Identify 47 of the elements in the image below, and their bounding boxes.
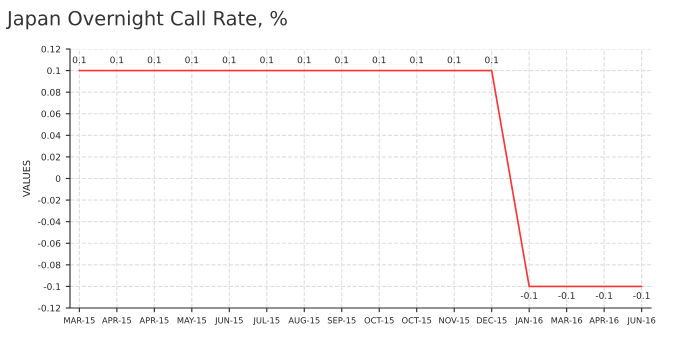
x-tick-label: NOV-15 — [439, 317, 470, 324]
y-tick-label: -0.04 — [38, 218, 60, 226]
y-tick-label: -0.06 — [38, 240, 60, 247]
data-label: 0.1 — [110, 56, 124, 64]
y-tick-label: -0.08 — [38, 262, 60, 268]
x-tick-label: DEC-15 — [476, 317, 507, 324]
data-label: 0.1 — [448, 56, 461, 64]
data-label: 0.1 — [485, 56, 498, 64]
y-tick-label: 0 — [56, 175, 60, 182]
y-tick-label: 0.1 — [47, 67, 60, 74]
x-tick-label: JUN-16 — [626, 317, 656, 326]
y-tick-label: -0.12 — [38, 304, 60, 312]
y-tick-label: -0.02 — [38, 196, 60, 204]
y-tick-label: 0.08 — [41, 88, 60, 96]
y-tick-label: 0.06 — [41, 110, 60, 118]
data-label: -0.1 — [633, 292, 650, 299]
x-tick-label: MAR-16 — [552, 317, 582, 324]
data-label: 0.1 — [298, 56, 311, 64]
x-tick-label: OCT-15 — [402, 317, 432, 324]
x-tick-label: JUN-15 — [214, 317, 243, 326]
data-label: 0.1 — [185, 56, 198, 64]
data-label: 0.1 — [410, 56, 424, 64]
x-tick-label: SEP-15 — [328, 317, 356, 324]
data-label: -0.1 — [558, 292, 575, 299]
y-tick-label: -0.1 — [44, 283, 60, 290]
chart-title: Japan Overnight Call Rate, % — [6, 10, 287, 30]
y-tick-label: 0.02 — [41, 154, 60, 160]
data-label: 0.1 — [335, 56, 348, 64]
y-tick-label: 0.04 — [41, 132, 60, 139]
data-label: -0.1 — [520, 292, 538, 299]
x-tick-label: AUG-15 — [288, 317, 320, 324]
x-tick-label: APR-15 — [102, 317, 132, 324]
data-label: 0.1 — [72, 56, 86, 64]
x-tick-label: JAN-16 — [514, 317, 543, 326]
x-tick-label: APR-16 — [589, 317, 619, 324]
y-tick-label: 0.12 — [41, 46, 60, 53]
x-tick-label: MAR-15 — [64, 317, 95, 324]
x-tick-label: APR-15 — [140, 317, 169, 324]
data-label: 0.1 — [222, 56, 236, 64]
data-label: 0.1 — [372, 56, 386, 64]
x-tick-label: OCT-15 — [364, 317, 394, 324]
data-label: 0.1 — [148, 56, 161, 64]
data-label: -0.1 — [596, 292, 612, 299]
data-label: 0.1 — [260, 56, 274, 64]
x-tick-label: JUL-15 — [253, 317, 280, 326]
y-axis-title: VALUES — [22, 160, 30, 197]
x-tick-label: MAY-15 — [178, 317, 206, 324]
